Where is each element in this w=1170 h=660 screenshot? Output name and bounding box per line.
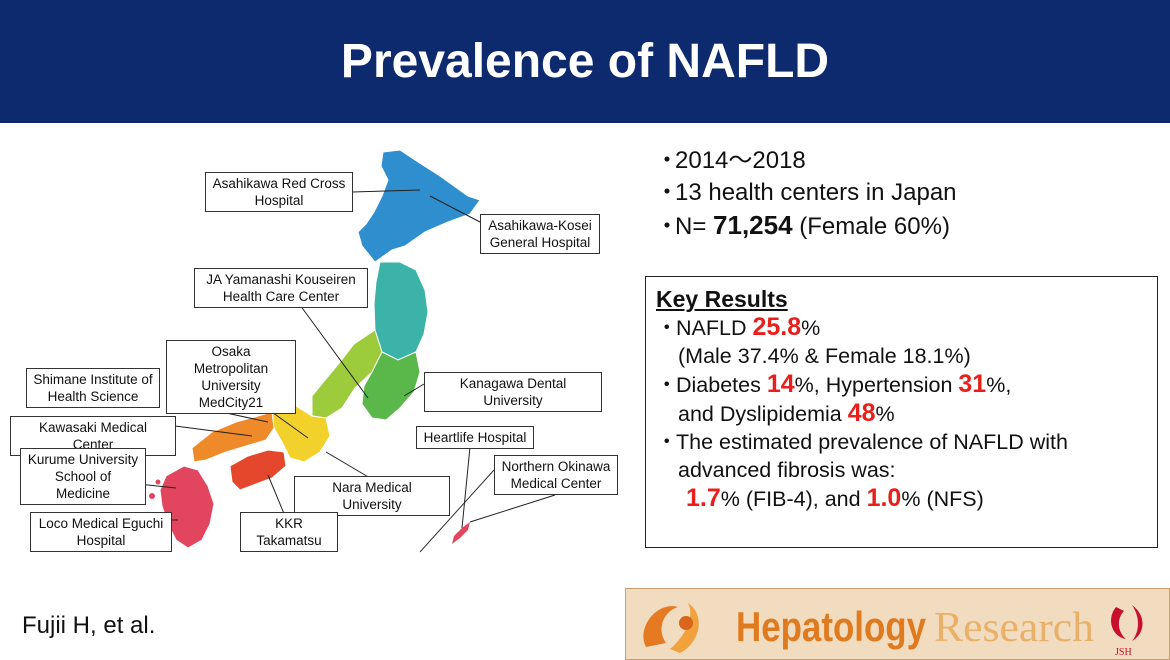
result-fibrosis-values: 1.7% (FIB-4), and 1.0% (NFS) (686, 484, 984, 512)
label-asahikawa-red-cross: Asahikawa Red Cross Hospital (205, 172, 353, 212)
label-kurume: Kurume University School of Medicine (20, 448, 146, 505)
nfs-value: 1.0 (866, 484, 902, 512)
leader-line (299, 304, 369, 399)
result-nafld: ・NAFLD 25.8% (656, 313, 821, 341)
journal-logo: Hepatology Research JSH (625, 588, 1170, 660)
label-ja-yamanashi: JA Yamanashi Kouseiren Health Care Cente… (194, 268, 368, 308)
result-nafld-sex: (Male 37.4% & Female 18.1%) (678, 344, 971, 368)
kyushu-island (149, 493, 155, 499)
leader-line (461, 446, 471, 529)
label-shimane: Shimane Institute of Health Science (26, 368, 160, 408)
page-title: Prevalence of NAFLD (340, 35, 830, 88)
japan-map (119, 149, 556, 553)
label-heartlife: Heartlife Hospital (416, 426, 534, 449)
nafld-value: 25.8 (752, 313, 802, 341)
label-loco: Loco Medical Eguchi Hospital (30, 512, 172, 552)
study-centers: ・13 health centers in Japan (655, 179, 957, 206)
hypertension-value: 31 (958, 370, 987, 398)
tohoku-region (373, 261, 429, 361)
diabetes-value: 14 (766, 370, 795, 398)
label-asahikawa-kosei: Asahikawa-Kosei General Hospital (480, 214, 600, 254)
leader-line (403, 383, 425, 397)
result-dyslipidemia: and Dyslipidemia 48% (678, 399, 895, 427)
study-period: ・2014～2018 (655, 147, 806, 174)
kyushu-region (159, 465, 215, 549)
study-sample-size: ・N= 71,254 (Female 60%) (655, 210, 950, 240)
svg-text:Hepatology: Hepatology (736, 603, 927, 650)
result-fibrosis: ・The estimated prevalence of NAFLD with (656, 430, 1068, 454)
label-northern-okinawa: Northern Okinawa Medical Center (494, 455, 618, 495)
leader-line (267, 474, 286, 517)
key-results-box: Key Results ・NAFLD 25.8% (Male 37.4% & F… (645, 276, 1158, 548)
sample-size-value: 71,254 (713, 210, 793, 240)
leader-line (174, 425, 253, 437)
key-results-heading: Key Results (656, 286, 788, 312)
leader-line (429, 195, 481, 223)
svg-text:Research: Research (934, 605, 1094, 651)
hokkaido-region (357, 149, 481, 263)
citation: Fujii H, et al. (22, 612, 156, 639)
result-fibrosis-line2: advanced fibrosis was: (678, 458, 896, 482)
study-summary: ・2014～2018 ・13 health centers in Japan ・… (655, 145, 957, 243)
kanto-region (361, 351, 421, 421)
svg-text:JSH: JSH (1115, 647, 1132, 658)
title-bar: Prevalence of NAFLD (0, 0, 1170, 123)
result-comorbidities: ・Diabetes 14%, Hypertension 31%, (656, 370, 1012, 398)
dyslipidemia-value: 48 (847, 399, 876, 427)
leader-line (351, 189, 421, 193)
shikoku-region (229, 449, 287, 491)
label-kanagawa: Kanagawa Dental University (424, 372, 602, 412)
label-nara: Nara Medical University (294, 476, 450, 516)
kinki-region (271, 405, 331, 463)
chugoku-region (191, 411, 275, 463)
kyushu-island (155, 479, 161, 485)
inset-divider (419, 469, 495, 553)
fib4-value: 1.7 (686, 484, 721, 512)
leader-line (325, 451, 371, 479)
label-kkr: KKR Takamatsu (240, 512, 338, 552)
okinawa-region (452, 522, 470, 544)
leader-line (469, 494, 556, 523)
journal-logo-graphic: Hepatology Research JSH (626, 589, 1169, 659)
label-osaka: Osaka Metropolitan University MedCity21 (166, 340, 296, 414)
